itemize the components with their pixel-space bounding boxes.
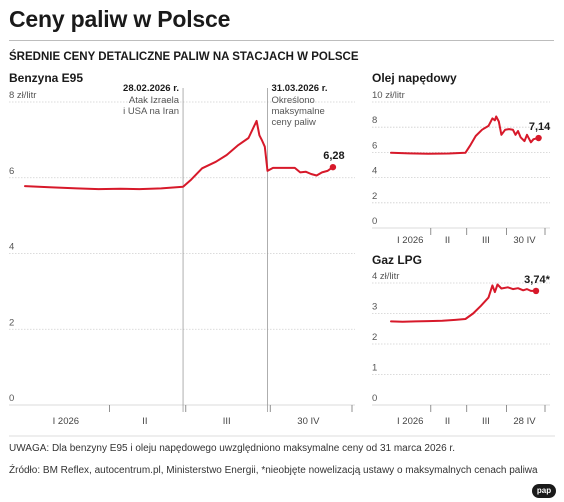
x-tick-label: 30 IV bbox=[297, 416, 320, 427]
x-tick-label: II bbox=[142, 416, 147, 427]
event-description: ceny paliw bbox=[272, 117, 316, 128]
panel-title: Gaz LPG bbox=[372, 253, 422, 267]
y-tick-label: 8 zł/litr bbox=[9, 90, 36, 101]
event-date-label: 31.03.2026 r. bbox=[272, 83, 328, 94]
page-title: Ceny paliw w Polsce bbox=[9, 6, 231, 32]
y-tick-label: 1 bbox=[372, 363, 377, 374]
y-tick-label: 0 bbox=[9, 393, 14, 404]
last-value-dot bbox=[329, 163, 337, 171]
x-tick-label: III bbox=[482, 235, 490, 246]
panel-title: Olej napędowy bbox=[372, 71, 457, 85]
last-value-label: 6,28 bbox=[323, 150, 344, 162]
x-tick-label: I 2026 bbox=[53, 416, 79, 427]
y-tick-label: 6 bbox=[9, 166, 14, 177]
y-tick-label: 3 bbox=[372, 302, 377, 313]
x-tick-label: III bbox=[223, 416, 231, 427]
event-date-label: 28.02.2026 r. bbox=[123, 83, 179, 94]
x-tick-label: II bbox=[445, 235, 450, 246]
page-subtitle: ŚREDNIE CENY DETALICZNE PALIW NA STACJAC… bbox=[9, 51, 359, 63]
series-line bbox=[390, 283, 537, 323]
event-description: Określono bbox=[272, 95, 315, 106]
series-line bbox=[24, 119, 334, 191]
y-tick-label: 0 bbox=[372, 393, 377, 404]
y-tick-label: 4 bbox=[372, 166, 377, 177]
source-note: Źródło: BM Reflex, autocentrum.pl, Minis… bbox=[9, 465, 538, 476]
x-tick-label: 28 IV bbox=[513, 416, 536, 427]
y-tick-label: 4 zł/litr bbox=[372, 271, 399, 282]
y-tick-label: 8 bbox=[372, 115, 377, 126]
pap-logo: pap bbox=[532, 484, 556, 498]
y-tick-label: 4 bbox=[9, 242, 14, 253]
x-tick-label: III bbox=[482, 416, 490, 427]
event-description: i USA na Iran bbox=[123, 106, 179, 117]
y-tick-label: 2 bbox=[9, 317, 14, 328]
panel-title: Benzyna E95 bbox=[9, 71, 83, 85]
event-description: maksymalne bbox=[272, 106, 325, 117]
x-tick-label: I 2026 bbox=[397, 416, 423, 427]
last-value-label: 3,74* bbox=[524, 274, 550, 286]
last-value-dot bbox=[535, 134, 542, 142]
y-tick-label: 0 bbox=[372, 216, 377, 227]
series-line bbox=[390, 115, 540, 155]
event-description: Atak Izraela bbox=[129, 95, 180, 106]
y-tick-label: 2 bbox=[372, 332, 377, 343]
last-value-dot bbox=[532, 287, 540, 295]
title-rule bbox=[9, 40, 554, 41]
x-tick-label: I 2026 bbox=[397, 235, 423, 246]
y-tick-label: 10 zł/litr bbox=[372, 90, 405, 101]
x-tick-label: 30 IV bbox=[513, 235, 536, 246]
y-tick-label: 2 bbox=[372, 191, 377, 202]
last-value-label: 7,14 bbox=[529, 121, 551, 133]
footnote: UWAGA: Dla benzyny E95 i oleju napędoweg… bbox=[9, 443, 455, 454]
x-tick-label: II bbox=[445, 416, 450, 427]
y-tick-label: 6 bbox=[372, 140, 377, 151]
